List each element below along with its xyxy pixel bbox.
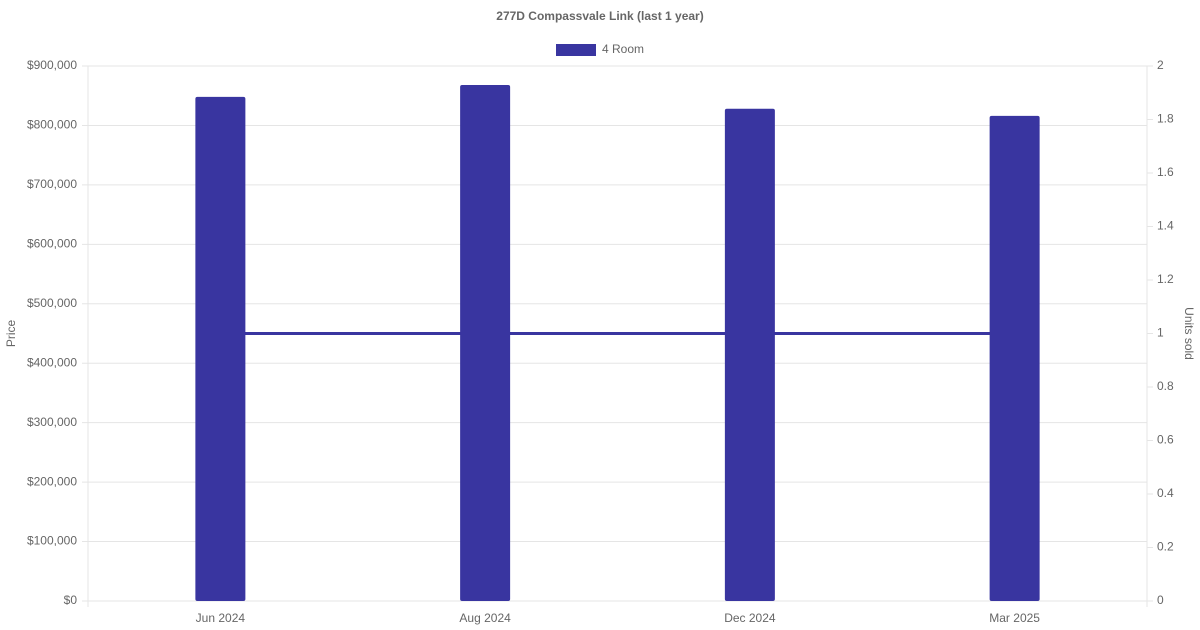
y2-tick-label: 1	[1157, 326, 1164, 340]
y-axis-title: Price	[4, 320, 18, 348]
y-tick-label: $700,000	[27, 177, 77, 191]
y-tick-label: $900,000	[27, 58, 77, 72]
y2-axis-title: Units sold	[1182, 307, 1196, 360]
y2-tick-label: 2	[1157, 58, 1164, 72]
bar	[724, 108, 775, 602]
y-tick-label: $100,000	[27, 534, 77, 548]
legend-swatch	[556, 44, 596, 56]
y-tick-label: $0	[64, 593, 78, 607]
x-tick-label: Aug 2024	[459, 611, 511, 625]
y2-tick-label: 0	[1157, 593, 1164, 607]
bar	[195, 96, 246, 602]
y-tick-label: $200,000	[27, 474, 77, 488]
y2-tick-label: 1.2	[1157, 272, 1174, 286]
y-tick-label: $400,000	[27, 355, 77, 369]
y2-tick-label: 1.4	[1157, 219, 1174, 233]
x-tick-label: Dec 2024	[724, 611, 776, 625]
chart-title: 277D Compassvale Link (last 1 year)	[496, 9, 703, 23]
y2-tick-label: 1.6	[1157, 165, 1174, 179]
y2-tick-label: 0.4	[1157, 486, 1174, 500]
y2-tick-label: 0.2	[1157, 540, 1174, 554]
y-tick-label: $600,000	[27, 237, 77, 251]
y2-tick-label: 1.8	[1157, 112, 1174, 126]
x-tick-label: Jun 2024	[196, 611, 246, 625]
bar	[460, 85, 511, 602]
x-tick-label: Mar 2025	[989, 611, 1040, 625]
y-tick-label: $300,000	[27, 415, 77, 429]
bar	[989, 115, 1040, 601]
y-tick-label: $500,000	[27, 296, 77, 310]
y2-tick-label: 0.8	[1157, 379, 1174, 393]
legend-label: 4 Room	[602, 42, 644, 56]
y-tick-label: $800,000	[27, 118, 77, 132]
y2-tick-label: 0.6	[1157, 433, 1174, 447]
